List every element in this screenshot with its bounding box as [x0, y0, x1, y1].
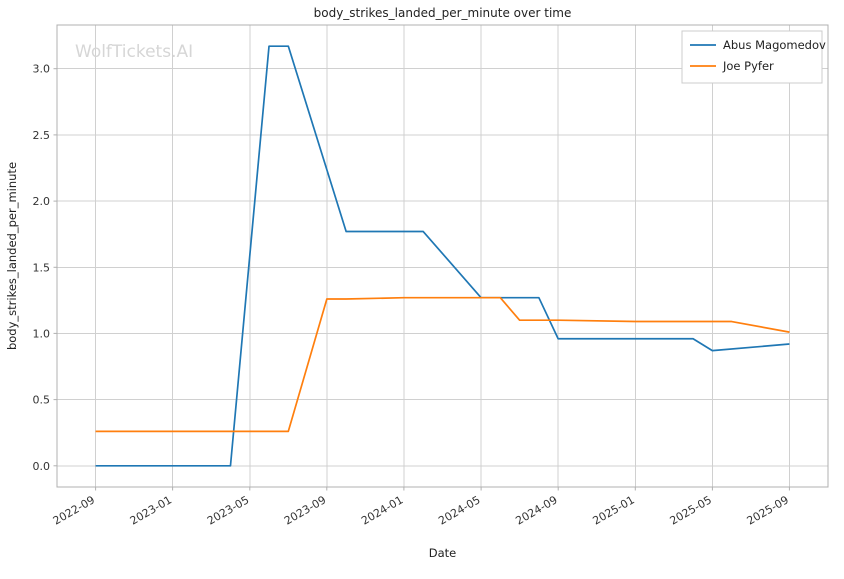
y-axis-label: body_strikes_landed_per_minute [5, 162, 19, 350]
y-tick-label: 2.5 [33, 129, 51, 142]
y-tick-label: 0.5 [33, 394, 51, 407]
watermark: WolfTickets.AI [75, 42, 193, 62]
legend-label-0[interactable]: Abus Magomedov [723, 38, 826, 52]
x-axis-label: Date [429, 546, 457, 560]
y-tick-label: 1.0 [33, 327, 51, 340]
legend-label-1[interactable]: Joe Pyfer [722, 59, 774, 73]
y-tick-label: 0.0 [33, 460, 51, 473]
y-tick-label: 3.0 [33, 63, 51, 76]
chart-legend[interactable]: Abus Magomedov Joe Pyfer [681, 30, 826, 84]
chart-title: body_strikes_landed_per_minute over time [314, 6, 572, 20]
legend-background [681, 30, 823, 84]
series-line-0 [95, 45, 790, 467]
plot-area-background [57, 25, 828, 487]
plot-frame [56, 24, 829, 488]
data-series [95, 45, 790, 467]
y-tick-label: 1.5 [33, 261, 51, 274]
series-line-1 [95, 296, 790, 433]
y-tick-label: 2.0 [33, 195, 51, 208]
